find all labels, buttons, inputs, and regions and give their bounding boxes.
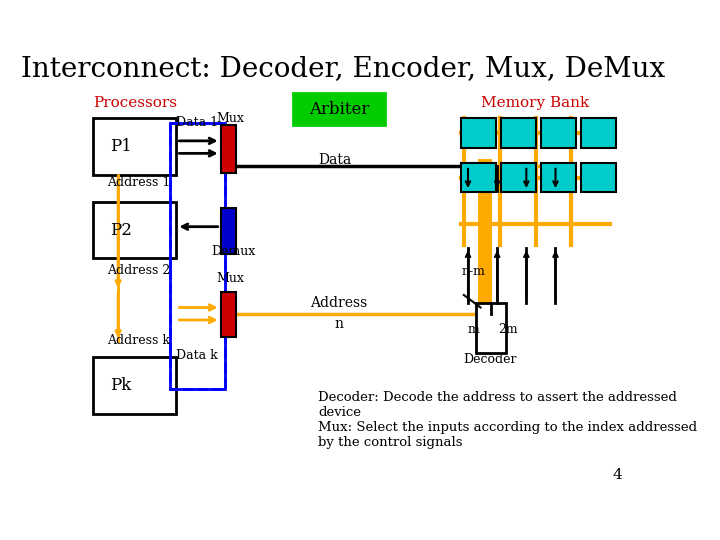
FancyBboxPatch shape (541, 118, 576, 147)
Text: Mux: Mux (217, 112, 245, 125)
Text: Decoder: Decode the address to assert the addressed
device
Mux: Select the input: Decoder: Decode the address to assert th… (318, 391, 697, 449)
Text: P2: P2 (109, 221, 132, 239)
Text: Data: Data (318, 153, 351, 167)
Text: P1: P1 (109, 138, 132, 155)
FancyBboxPatch shape (501, 163, 536, 192)
FancyBboxPatch shape (220, 208, 235, 254)
Text: Arbiter: Arbiter (309, 100, 369, 118)
FancyBboxPatch shape (93, 118, 176, 175)
Text: n: n (334, 317, 343, 331)
Text: 2m: 2m (498, 323, 518, 336)
Text: Processors: Processors (93, 96, 177, 110)
FancyBboxPatch shape (220, 292, 235, 338)
Text: 4: 4 (613, 468, 622, 482)
FancyBboxPatch shape (220, 125, 235, 173)
FancyBboxPatch shape (477, 303, 505, 353)
FancyBboxPatch shape (293, 93, 384, 125)
Text: Data k: Data k (176, 349, 218, 362)
Text: Mux: Mux (217, 272, 245, 285)
FancyBboxPatch shape (93, 357, 176, 414)
Text: m: m (468, 323, 480, 336)
Text: Address k: Address k (107, 334, 171, 347)
FancyBboxPatch shape (462, 118, 496, 147)
FancyBboxPatch shape (462, 163, 496, 192)
Text: Pk: Pk (110, 377, 131, 394)
Text: Address 1: Address 1 (107, 176, 171, 189)
FancyBboxPatch shape (581, 118, 616, 147)
FancyBboxPatch shape (93, 201, 176, 258)
Text: Interconnect: Decoder, Encoder, Mux, DeMux: Interconnect: Decoder, Encoder, Mux, DeM… (21, 55, 665, 82)
FancyBboxPatch shape (541, 163, 576, 192)
FancyBboxPatch shape (581, 163, 616, 192)
Text: Memory Bank: Memory Bank (480, 96, 589, 110)
Text: Demux: Demux (211, 245, 255, 258)
Text: n-m: n-m (462, 265, 485, 278)
FancyBboxPatch shape (501, 118, 536, 147)
Text: Data 1: Data 1 (176, 116, 218, 129)
Text: Address: Address (310, 296, 367, 310)
Text: Decoder: Decoder (464, 354, 517, 367)
Text: Address 2: Address 2 (107, 264, 171, 276)
